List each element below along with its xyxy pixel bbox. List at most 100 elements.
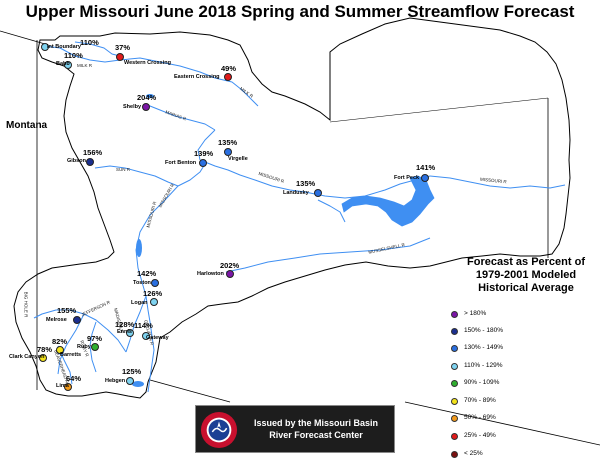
forecast-percent: 142% [137, 269, 157, 278]
forecast-percent: 156% [83, 148, 103, 157]
site-label: Toston [133, 280, 151, 286]
river-line [204, 161, 431, 199]
forecast-percent: 110% [64, 51, 83, 60]
gauge-marker[interactable] [199, 159, 207, 167]
legend-item: 150% - 180% [451, 326, 571, 338]
forecast-percent: 135% [218, 138, 238, 147]
river-line [197, 129, 216, 161]
forecast-percent: 97% [87, 334, 103, 343]
legend-label: 130% - 149% [464, 344, 504, 351]
legend-swatch [451, 311, 458, 318]
river-line [89, 321, 97, 373]
site-label: Lima [56, 383, 69, 389]
state-boundary-line [404, 401, 600, 446]
gauge-marker[interactable] [39, 354, 47, 362]
forecast-percent: 135% [296, 179, 316, 188]
gauge-marker[interactable] [142, 332, 150, 340]
forecast-percent: 125% [122, 367, 142, 376]
gauge-marker[interactable] [421, 174, 429, 182]
site-label: Shelby [123, 104, 142, 110]
gauge-marker[interactable] [126, 329, 134, 337]
river-label: BIG HOLE R [23, 291, 29, 318]
legend-label: 25% - 49% [464, 432, 496, 439]
legend-item: 50% - 69% [451, 413, 571, 425]
gauge-marker[interactable] [314, 189, 322, 197]
map-title: Upper Missouri June 2018 Spring and Summ… [25, 2, 575, 21]
issued-by-text: Issued by the Missouri Basin River Forec… [240, 417, 392, 441]
hebgen-reservoir [132, 381, 144, 387]
forecast-percent: 64% [66, 374, 82, 383]
site-label: Int Boundary [47, 44, 81, 50]
forecast-percent: 114% [134, 321, 153, 330]
legend-item: < 25% [451, 449, 571, 461]
legend-swatch [451, 363, 458, 370]
gauge-marker[interactable] [224, 73, 232, 81]
legend-label: < 25% [464, 450, 483, 457]
gauge-marker[interactable] [86, 158, 94, 166]
legend-swatch [451, 328, 458, 335]
legend-title-line: Historical Average [478, 282, 574, 294]
river-line [144, 103, 216, 131]
gauge-marker[interactable] [73, 316, 81, 324]
state-boundary-line [329, 97, 549, 123]
site-label: Gibson [67, 158, 86, 164]
site-label: Fort Peck [394, 175, 420, 181]
legend-label: 110% - 129% [464, 362, 503, 369]
river-label: MILK R [77, 63, 93, 68]
gauge-marker[interactable] [91, 343, 99, 351]
gauge-marker[interactable] [150, 298, 158, 306]
site-label: Melrose [46, 317, 67, 323]
forecast-percent: 128% [115, 320, 135, 329]
fort-peck-reservoir [341, 175, 435, 227]
river-line [429, 175, 566, 189]
forecast-percent: 126% [143, 289, 163, 298]
gauge-marker[interactable] [64, 61, 72, 69]
gauge-marker[interactable] [64, 383, 72, 391]
gauge-marker[interactable] [116, 53, 124, 61]
gauge-marker[interactable] [224, 148, 232, 156]
river-line [44, 45, 259, 107]
river-line [225, 237, 431, 273]
forecast-percent: 155% [57, 306, 77, 315]
site-label: Ruby [77, 344, 91, 350]
legend-swatch [451, 398, 458, 405]
legend-item: 110% - 129% [451, 361, 571, 373]
gauge-marker[interactable] [41, 43, 49, 51]
legend-swatch [451, 345, 458, 352]
site-label: Gateway [146, 335, 169, 341]
river-line [94, 163, 206, 187]
legend-label: 70% - 89% [464, 397, 496, 404]
gauge-marker[interactable] [151, 279, 159, 287]
site-label: Fort Benton [165, 160, 197, 166]
forecast-percent: 37% [115, 43, 131, 52]
legend-label: > 180% [464, 310, 487, 317]
forecast-percent: 139% [194, 149, 214, 158]
river-line [317, 199, 346, 223]
site-label: Western Crossing [124, 60, 171, 66]
legend-item: 70% - 89% [451, 396, 571, 408]
gauge-marker[interactable] [126, 377, 134, 385]
forecast-percent: 204% [137, 93, 157, 102]
river-line [74, 41, 121, 57]
lake-elwell-reservoir [146, 94, 154, 98]
canyon-ferry-reservoir [136, 239, 142, 257]
gauge-marker[interactable] [142, 103, 150, 111]
legend-title-line: 1979-2001 Modeled [475, 269, 577, 281]
issued-by-line: River Forecast Center [269, 430, 363, 440]
issued-by-line: Issued by the Missouri Basin [253, 418, 379, 428]
gauge-marker[interactable] [226, 270, 234, 278]
site-label: Barretts [60, 352, 82, 358]
legend-label: 90% - 109% [464, 379, 500, 386]
legend-swatch [451, 380, 458, 387]
site-label: Landusky [283, 190, 309, 196]
legend-item: 130% - 149% [451, 343, 571, 355]
river-line [125, 295, 147, 353]
gauge-marker[interactable] [56, 346, 64, 354]
site-label: Babb [56, 61, 70, 67]
legend-item: 90% - 109% [451, 378, 571, 390]
river-line [57, 313, 85, 375]
forecast-percent: 141% [416, 163, 436, 172]
legend-swatch [451, 451, 458, 458]
